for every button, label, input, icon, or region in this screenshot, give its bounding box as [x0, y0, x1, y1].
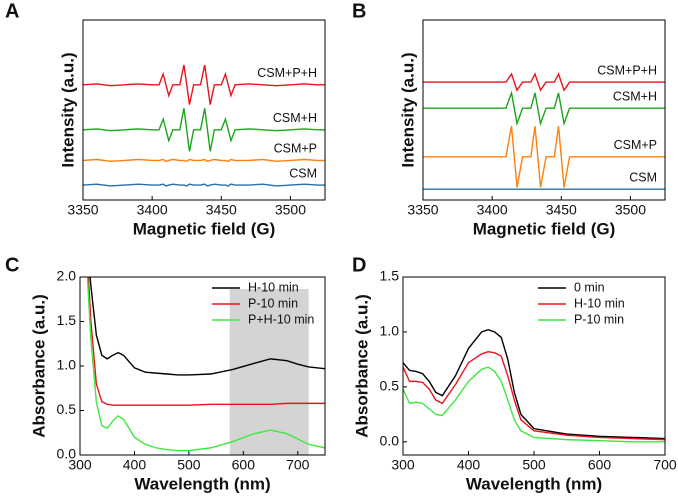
series-label: CSM+P+H — [597, 63, 657, 77]
y-tick-label: 2.0 — [57, 268, 77, 284]
series-line — [423, 72, 665, 92]
y-tick-label: 0.0 — [380, 433, 400, 449]
x-tick-label: 3450 — [206, 202, 237, 218]
x-tick-label: 3350 — [407, 202, 438, 218]
legend-label: 0 min — [574, 280, 605, 294]
x-tick-label: 400 — [457, 457, 481, 473]
x-tick-label: 400 — [123, 457, 147, 473]
y-axis-label: Absorbance (a.u.) — [352, 294, 371, 438]
x-tick-label: 3500 — [615, 202, 646, 218]
x-tick-label: 3350 — [67, 202, 98, 218]
series-line — [423, 90, 665, 127]
series-line — [87, 277, 325, 406]
x-tick-label: 500 — [522, 457, 546, 473]
series-label: CSM+P — [614, 138, 657, 152]
x-tick-label: 600 — [588, 457, 612, 473]
series-line — [83, 183, 325, 187]
legend-label: H-10 min — [574, 296, 625, 310]
series-line — [423, 126, 665, 188]
series-line — [83, 158, 325, 163]
series-label: CSM — [289, 166, 317, 180]
legend-label: H-10 min — [248, 280, 299, 294]
series-label: CSM+H — [273, 111, 317, 125]
series-line — [86, 277, 325, 452]
panel-label: A — [5, 0, 19, 22]
legend-label: P+H-10 min — [248, 312, 314, 326]
y-tick-label: 1.0 — [380, 323, 400, 339]
series-line — [83, 108, 325, 152]
panel-label: B — [352, 0, 366, 22]
y-tick-label: 0.0 — [57, 446, 77, 462]
x-tick-label: 700 — [286, 457, 310, 473]
x-axis-label: Magnetic field (G) — [473, 219, 616, 238]
panel-label: D — [352, 254, 366, 276]
y-tick-label: 0.5 — [380, 378, 400, 394]
legend-label: P-10 min — [248, 296, 298, 310]
x-tick-label: 300 — [391, 457, 415, 473]
y-tick-label: 1.0 — [57, 357, 77, 373]
plot-frame — [82, 19, 326, 201]
y-axis-label: Intensity (a.u.) — [58, 52, 77, 167]
series-line — [403, 366, 665, 443]
x-tick-label: 3450 — [546, 202, 577, 218]
y-axis-label: Absorbance (a.u.) — [29, 294, 48, 438]
x-tick-label: 600 — [232, 457, 256, 473]
series-line — [403, 329, 665, 440]
panel-label: C — [5, 254, 19, 276]
highlight — [229, 289, 309, 455]
x-tick-label: 3500 — [275, 202, 306, 218]
x-axis-label: Magnetic field (G) — [133, 219, 276, 238]
y-tick-label: 1.5 — [380, 268, 400, 284]
x-tick-label: 3400 — [137, 202, 168, 218]
series-label: CSM+P — [274, 142, 317, 156]
series-line — [89, 277, 325, 376]
series-line — [83, 64, 325, 105]
plot-frame — [422, 19, 666, 201]
series-label: CSM+H — [613, 89, 657, 103]
x-axis-label: Wavelength (nm) — [134, 474, 270, 493]
x-tick-label: 300 — [68, 457, 92, 473]
y-axis-label: Intensity (a.u.) — [398, 52, 417, 167]
y-tick-label: 0.5 — [57, 401, 77, 417]
series-label: CSM — [629, 170, 657, 184]
y-tick-label: 1.5 — [57, 312, 77, 328]
x-tick-label: 3400 — [477, 202, 508, 218]
series-label: CSM+P+H — [257, 66, 317, 80]
x-tick-label: 700 — [653, 457, 677, 473]
x-axis-label: Wavelength (nm) — [466, 474, 602, 493]
series-line — [403, 351, 665, 441]
x-tick-label: 500 — [177, 457, 201, 473]
legend-label: P-10 min — [574, 312, 624, 326]
